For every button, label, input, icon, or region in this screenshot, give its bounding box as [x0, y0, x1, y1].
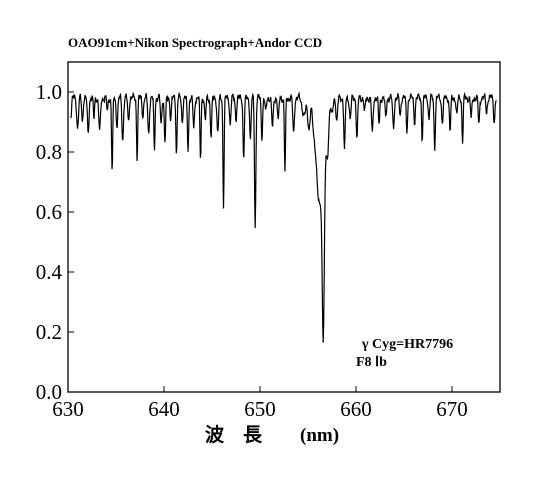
annotation-spectral-type: F8 Ⅰb	[356, 355, 387, 370]
chart-title: OAO91cm+Nikon Spectrograph+Andor CCD	[68, 35, 322, 50]
spectrum-line	[70, 91, 497, 343]
x-tick-label: 660	[340, 397, 372, 421]
x-axis: 630 640 650 660 670	[52, 386, 468, 421]
x-tick-label: 670	[436, 397, 468, 421]
annotation-star-name: γ Cyg=HR7796	[361, 337, 453, 352]
y-tick-label: 1.0	[36, 80, 62, 104]
x-tick-label: 630	[52, 397, 84, 421]
y-axis: 0.0 0.2 0.4 0.6 0.8 1.0	[36, 80, 74, 404]
y-tick-label: 0.6	[36, 200, 62, 224]
y-tick-label: 0.4	[36, 260, 63, 284]
y-tick-label: 0.0	[36, 380, 62, 404]
y-tick-label: 0.2	[36, 320, 62, 344]
y-tick-label: 0.8	[36, 140, 62, 164]
x-tick-label: 650	[244, 397, 276, 421]
x-axis-label: 波 長 (nm)	[205, 423, 339, 446]
plot-frame	[67, 61, 501, 393]
x-tick-label: 640	[148, 397, 180, 421]
